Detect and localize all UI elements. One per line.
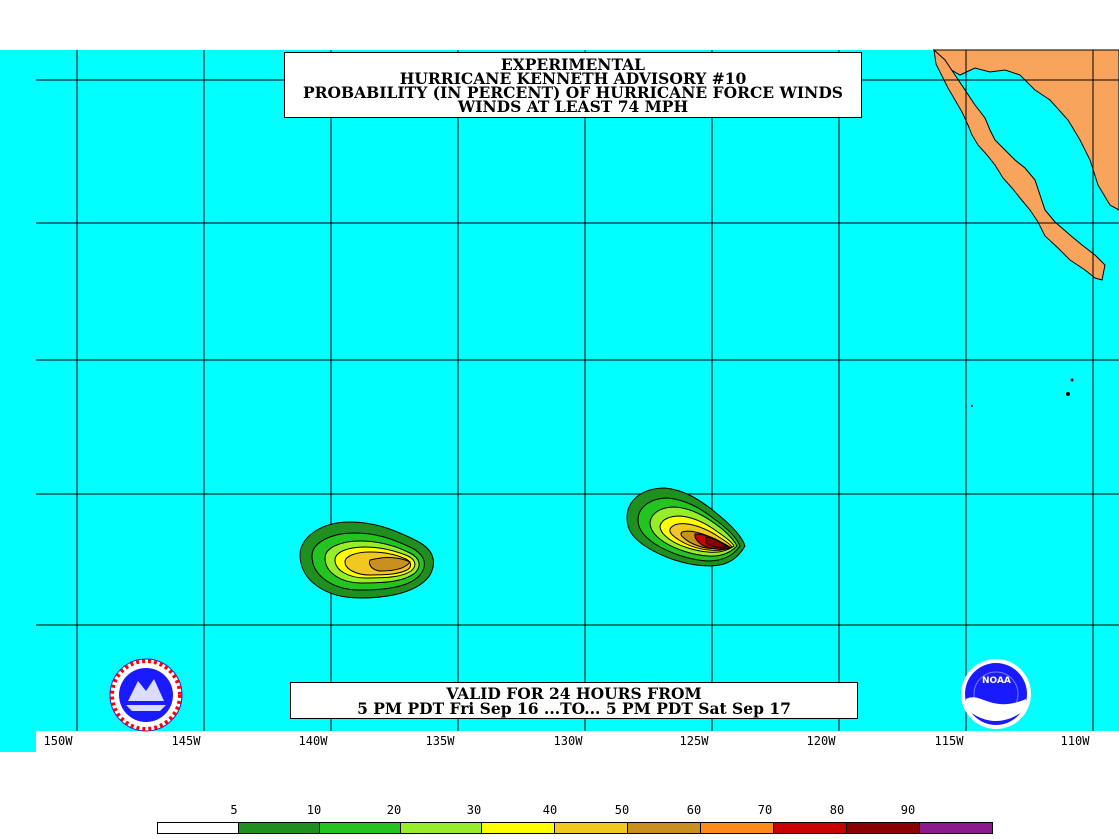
grid-lines bbox=[36, 50, 1119, 752]
probability-contour-west bbox=[299, 521, 434, 599]
legend-swatch bbox=[920, 823, 992, 833]
validity-line-1: VALID FOR 24 HOURS FROM bbox=[446, 684, 702, 703]
legend-swatch bbox=[482, 823, 555, 833]
title-line-4: WINDS AT LEAST 74 MPH bbox=[457, 97, 689, 116]
lon-label-140w: 140W bbox=[298, 734, 328, 748]
legend-color-bar bbox=[157, 822, 993, 834]
lon-label-125w: 125W bbox=[679, 734, 709, 748]
legend-swatch bbox=[401, 823, 482, 833]
legend-swatch bbox=[774, 823, 847, 833]
island bbox=[1070, 378, 1074, 382]
legend-label: 60 bbox=[686, 803, 702, 817]
title-line-2: HURRICANE KENNETH ADVISORY #10 bbox=[399, 69, 747, 88]
island bbox=[971, 405, 973, 407]
legend-label: 5 bbox=[230, 803, 238, 817]
legend-label: 30 bbox=[466, 803, 482, 817]
lon-label-135w: 135W bbox=[425, 734, 455, 748]
lon-label-145w: 145W bbox=[171, 734, 201, 748]
lon-label-150w: 150W bbox=[43, 734, 73, 748]
legend-swatch bbox=[701, 823, 774, 833]
title-line-1: EXPERIMENTAL bbox=[500, 55, 646, 74]
land-mexico bbox=[933, 49, 1119, 211]
title-box: EXPERIMENTAL HURRICANE KENNETH ADVISORY … bbox=[284, 52, 862, 118]
ocean-area bbox=[0, 50, 1119, 752]
noaa-logo bbox=[961, 659, 1031, 729]
land-baja bbox=[933, 48, 1106, 281]
noaa-logo-text: NOAA bbox=[982, 676, 1011, 686]
legend-label: 90 bbox=[900, 803, 916, 817]
legend-label: 40 bbox=[542, 803, 558, 817]
lon-label-120w: 120W bbox=[806, 734, 836, 748]
legend-swatch bbox=[847, 823, 920, 833]
lon-label-130w: 130W bbox=[553, 734, 583, 748]
legend-swatch bbox=[555, 823, 628, 833]
legend-label: 80 bbox=[829, 803, 845, 817]
legend-label: 70 bbox=[757, 803, 773, 817]
validity-box: VALID FOR 24 HOURS FROM 5 PM PDT Fri Sep… bbox=[290, 682, 858, 719]
lon-label-110w: 110W bbox=[1060, 734, 1090, 748]
nws-logo bbox=[109, 658, 183, 732]
legend-label: 20 bbox=[386, 803, 402, 817]
legend-swatch bbox=[628, 823, 701, 833]
map-bottom-strip bbox=[36, 731, 1119, 752]
island bbox=[1066, 392, 1070, 396]
title-line-3: PROBABILITY (IN PERCENT) OF HURRICANE FO… bbox=[303, 83, 843, 102]
map-left-strip bbox=[0, 731, 36, 752]
validity-line-2: 5 PM PDT Fri Sep 16 ...TO... 5 PM PDT Sa… bbox=[357, 699, 791, 718]
legend-swatch bbox=[158, 823, 239, 833]
legend-swatch bbox=[320, 823, 401, 833]
legend-swatch bbox=[239, 823, 320, 833]
legend-label: 10 bbox=[306, 803, 322, 817]
lon-label-115w: 115W bbox=[934, 734, 964, 748]
legend-label: 50 bbox=[614, 803, 630, 817]
probability-contour-east bbox=[626, 487, 746, 567]
